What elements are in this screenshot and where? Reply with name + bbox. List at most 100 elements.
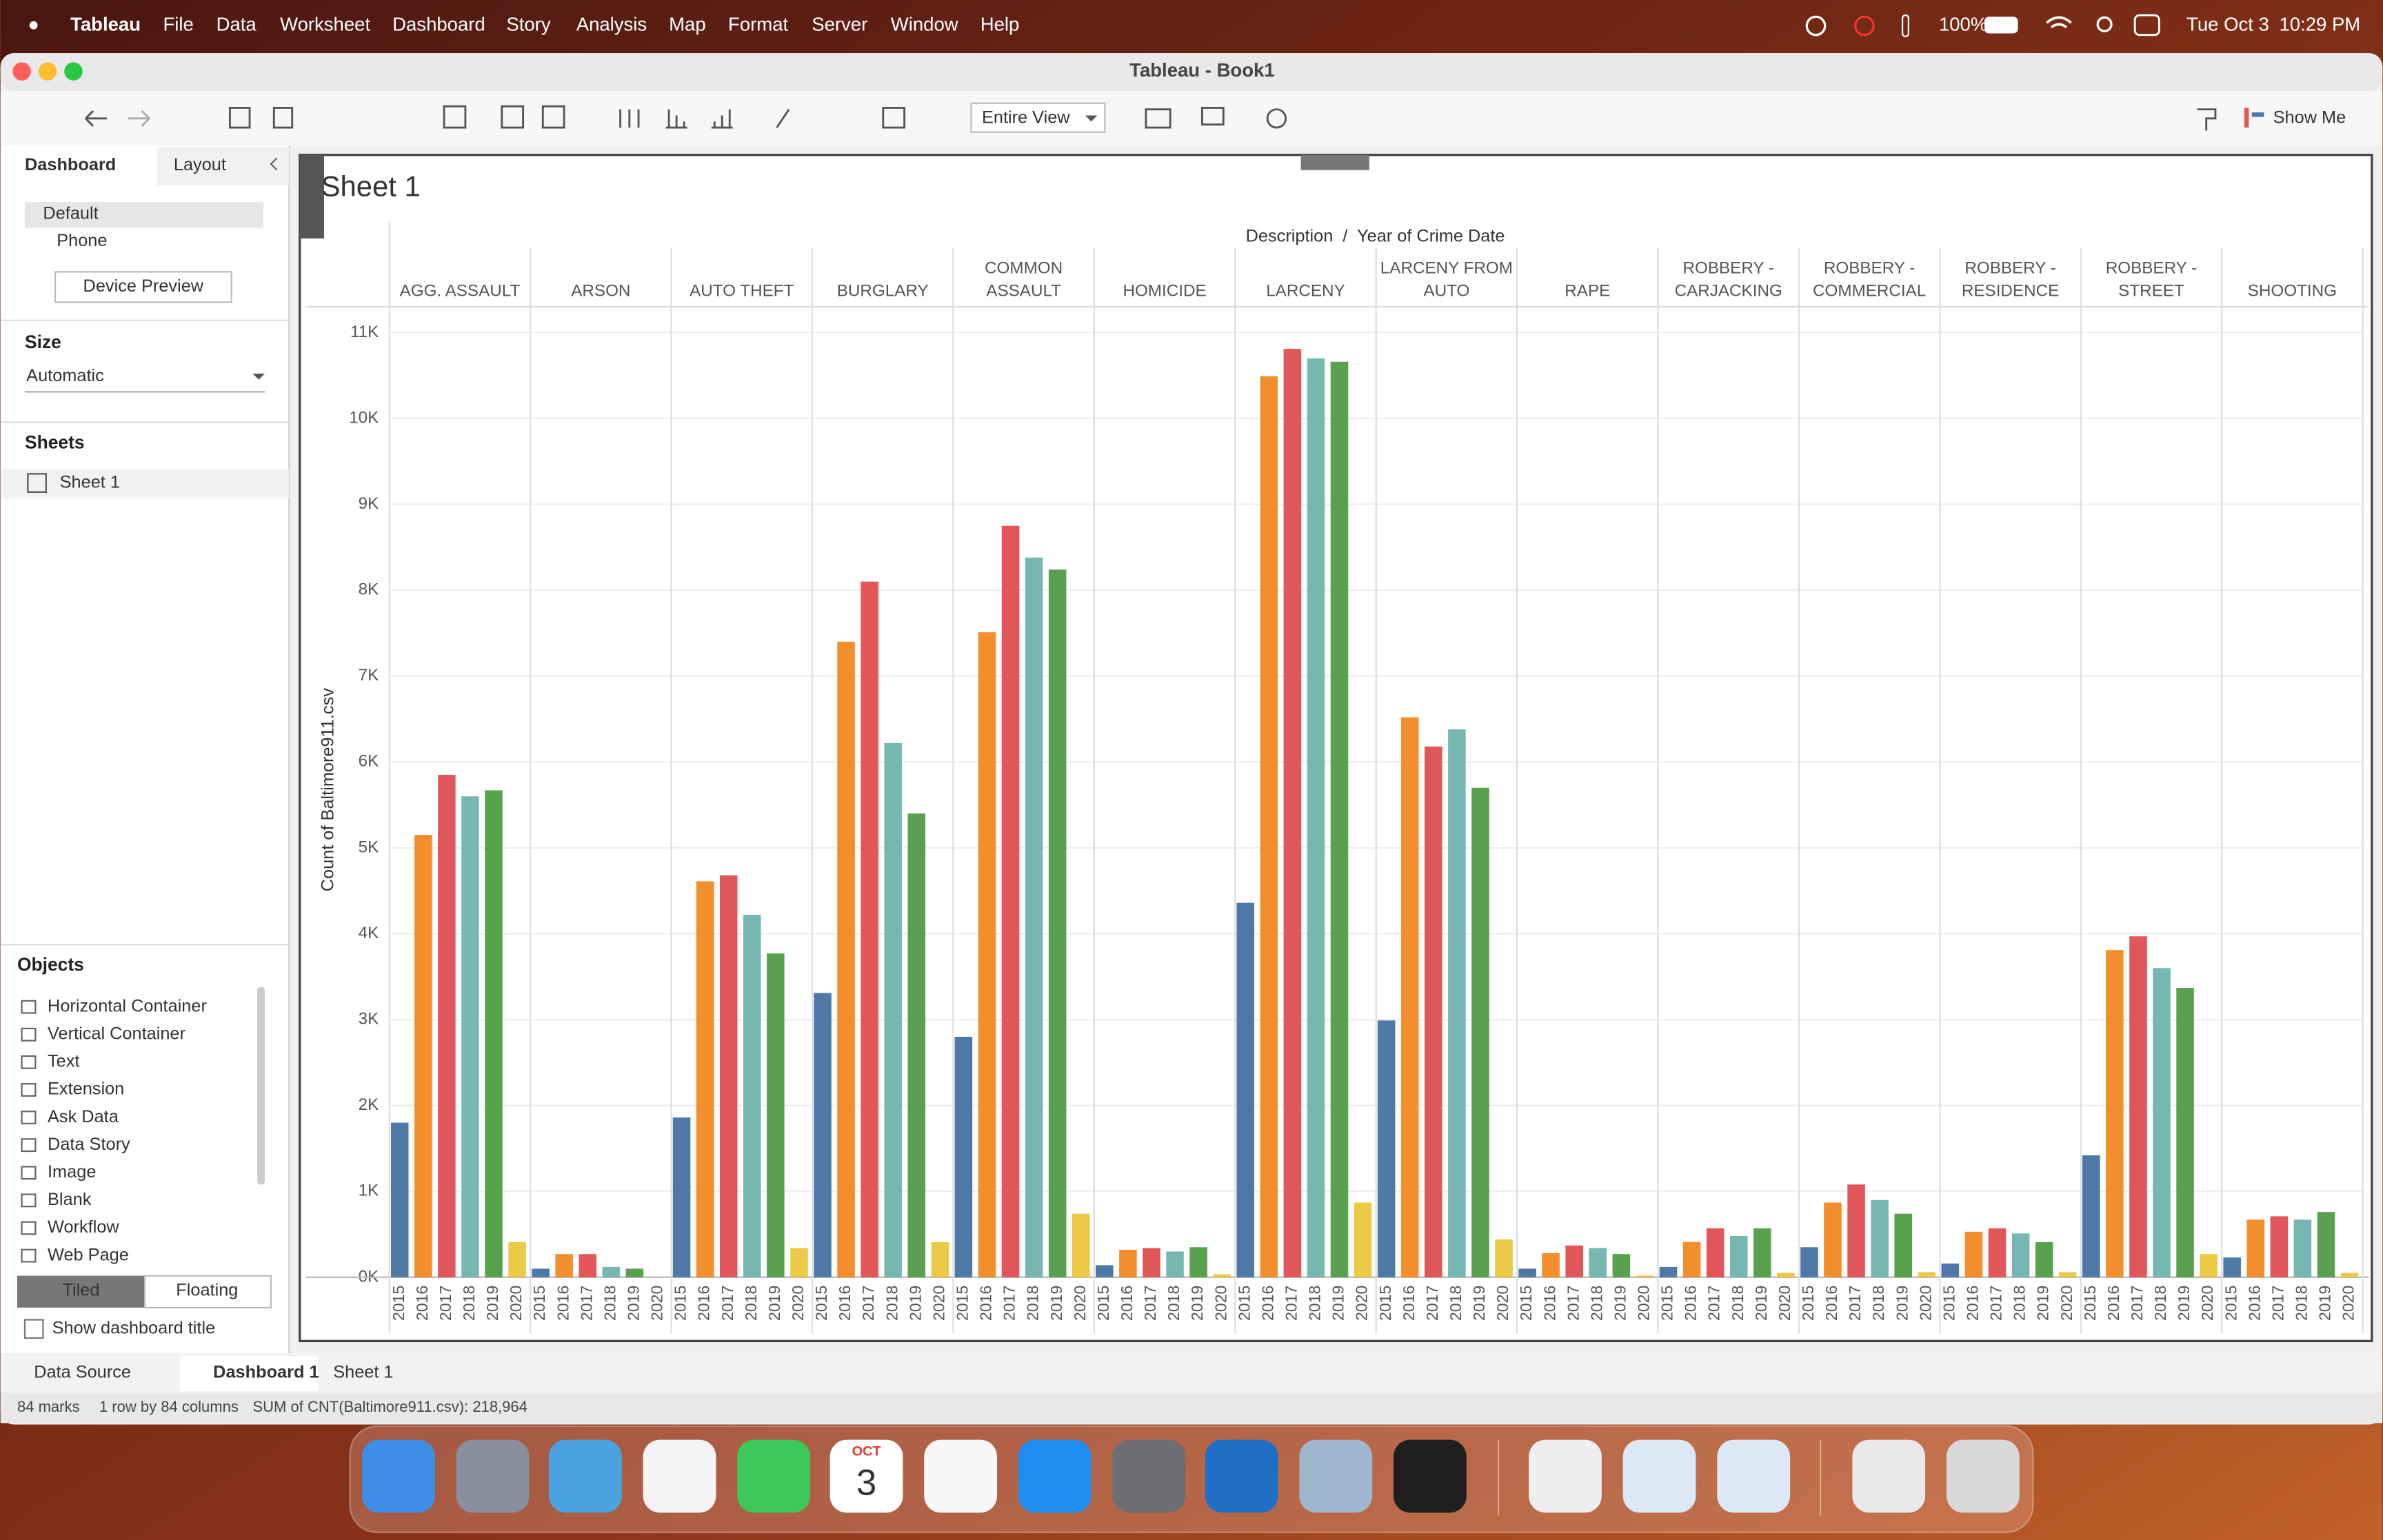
checkbox[interactable] [23, 1319, 44, 1339]
floating[interactable]: Floating [176, 1280, 238, 1299]
clear[interactable] [541, 105, 565, 129]
object-item[interactable]: Data Story [48, 1135, 130, 1154]
year-label: 2017 [859, 1286, 877, 1321]
object-item[interactable]: Ask Data [48, 1107, 119, 1126]
show-me[interactable]: Show Me [2273, 108, 2346, 128]
object-item[interactable]: Vertical Container [48, 1024, 185, 1043]
menu-item[interactable]: Story [506, 14, 550, 35]
dock-icon[interactable] [1299, 1439, 1373, 1513]
dock-icon[interactable] [1622, 1439, 1696, 1513]
floating-button[interactable] [143, 1275, 272, 1309]
status-icon[interactable] [1854, 15, 1875, 37]
redo[interactable] [128, 110, 150, 127]
tiled[interactable]: Tiled [63, 1280, 100, 1299]
status-icon[interactable] [1805, 15, 1827, 37]
new-data[interactable] [272, 106, 294, 129]
labels[interactable] [882, 106, 906, 129]
dock-icon[interactable] [924, 1439, 997, 1513]
scrollbar[interactable] [257, 987, 265, 1185]
category-label: LARCENY [1266, 282, 1345, 301]
tab[interactable]: Sheet 1 [333, 1362, 393, 1381]
bar [954, 1037, 973, 1277]
sheet-controls[interactable] [299, 154, 324, 239]
tab-dashboard[interactable]: Dashboard [25, 155, 116, 174]
dock-icon[interactable] [1852, 1439, 1926, 1513]
menu-item[interactable]: Dashboard [392, 14, 485, 35]
presentation[interactable] [1200, 106, 1225, 126]
object-item[interactable]: Web Page [48, 1245, 129, 1264]
status-icon[interactable] [1901, 14, 1909, 37]
collapse[interactable] [270, 157, 278, 171]
zoom-button[interactable] [64, 62, 83, 81]
dock-icon[interactable] [1205, 1439, 1278, 1513]
drag-handle[interactable] [1300, 154, 1369, 170]
object-item[interactable]: Horizontal Container [48, 996, 207, 1015]
highlight[interactable] [776, 108, 790, 128]
swap[interactable] [619, 109, 640, 128]
device-selected[interactable] [24, 202, 263, 228]
category-label-box: LARCENY [1266, 282, 1345, 301]
device-preview-button[interactable] [54, 271, 232, 303]
dock-icon[interactable] [643, 1439, 716, 1513]
dock-icon[interactable] [1946, 1439, 2020, 1513]
object-item[interactable]: Image [48, 1162, 96, 1182]
sort-asc[interactable] [665, 109, 687, 129]
calendar-icon[interactable] [829, 1439, 903, 1513]
sort-desc[interactable] [711, 109, 733, 129]
object-item[interactable]: Text [48, 1052, 79, 1071]
menu-app[interactable]: Tableau [70, 14, 141, 35]
sheet-name[interactable]: Sheet 1 [60, 472, 120, 492]
sheet-row[interactable] [0, 469, 290, 498]
year-label: 2016 [554, 1286, 572, 1321]
dock-icon[interactable] [456, 1439, 530, 1513]
dock-icon[interactable] [1112, 1439, 1186, 1513]
bar [438, 775, 456, 1277]
close-button[interactable] [12, 62, 31, 81]
dock-icon[interactable] [1394, 1439, 1467, 1513]
tab[interactable]: Data Source [34, 1362, 131, 1381]
device[interactable]: Phone [57, 231, 107, 250]
dock-icon[interactable] [362, 1439, 435, 1513]
menu-item[interactable]: Server [812, 14, 867, 35]
size-value[interactable]: Automatic [26, 366, 104, 385]
apple-logo[interactable]: ● [28, 14, 39, 35]
tiled-button[interactable] [17, 1275, 145, 1308]
menu-item[interactable]: Map [669, 14, 706, 35]
dock-icon[interactable] [737, 1439, 811, 1513]
device[interactable]: Default [43, 203, 98, 223]
battery-icon[interactable] [1984, 17, 2018, 34]
menu-item[interactable]: Data [217, 14, 257, 35]
object-item[interactable]: Workflow [48, 1217, 119, 1237]
show-cards[interactable] [1145, 108, 1172, 129]
fit-dropdown[interactable] [970, 102, 1106, 133]
wifi-icon[interactable] [2046, 16, 2072, 29]
show-title-label[interactable]: Show dashboard title [52, 1318, 216, 1337]
search-icon[interactable] [2096, 16, 2113, 32]
undo[interactable] [85, 110, 107, 127]
save[interactable] [228, 106, 251, 129]
duplicate[interactable] [501, 105, 525, 129]
dock-icon[interactable] [1717, 1439, 1791, 1513]
new-sheet[interactable] [443, 105, 467, 129]
tab-layout[interactable] [157, 147, 290, 185]
format-painter[interactable] [2197, 108, 2217, 131]
menu-item[interactable]: Window [891, 14, 958, 35]
dock-icon[interactable] [549, 1439, 622, 1513]
active-tab[interactable] [179, 1356, 319, 1392]
menu-item[interactable]: Help [981, 14, 1020, 35]
device-preview[interactable]: Device Preview [83, 276, 204, 296]
share[interactable] [1266, 108, 1287, 129]
tab[interactable]: Dashboard 1 [213, 1362, 319, 1381]
object-item[interactable]: Extension [48, 1080, 124, 1099]
menu-item[interactable]: Worksheet [280, 14, 370, 35]
menu-item[interactable]: File [163, 14, 193, 35]
year-label: 2018 [1869, 1286, 1887, 1321]
menu-item[interactable]: Format [728, 14, 788, 35]
minimize-button[interactable] [38, 62, 57, 81]
menu-item[interactable]: Analysis [576, 14, 647, 35]
tab-layout-label[interactable]: Layout [174, 155, 226, 174]
dock-icon[interactable] [1529, 1439, 1602, 1513]
control-center[interactable] [2133, 14, 2160, 37]
object-item[interactable]: Blank [48, 1190, 92, 1209]
dock-icon[interactable] [1018, 1439, 1092, 1513]
